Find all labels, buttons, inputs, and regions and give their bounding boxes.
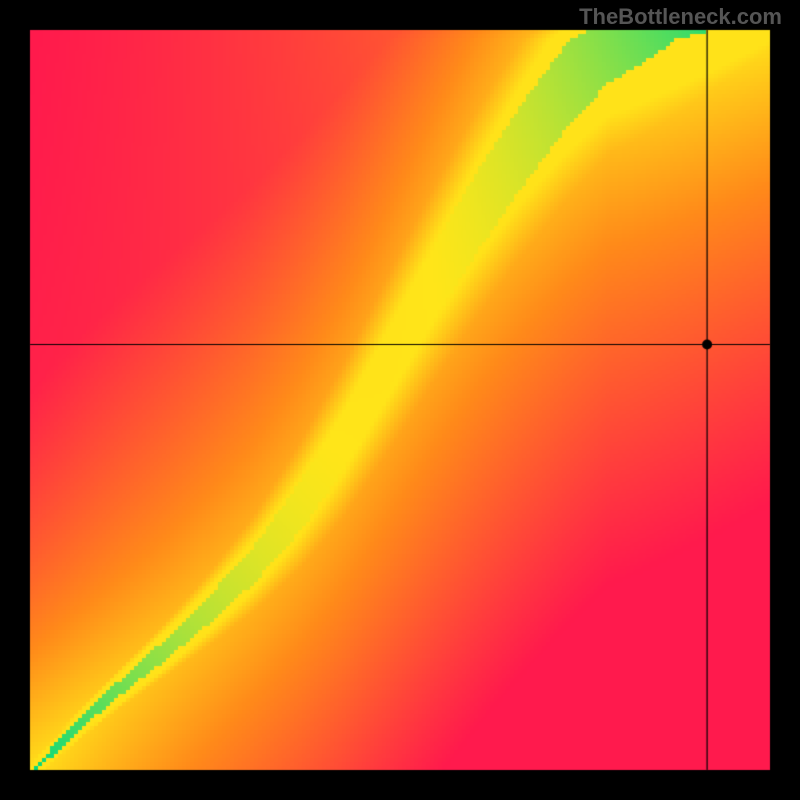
watermark-text: TheBottleneck.com xyxy=(579,4,782,30)
chart-container: TheBottleneck.com xyxy=(0,0,800,800)
overlay-canvas xyxy=(0,0,800,800)
